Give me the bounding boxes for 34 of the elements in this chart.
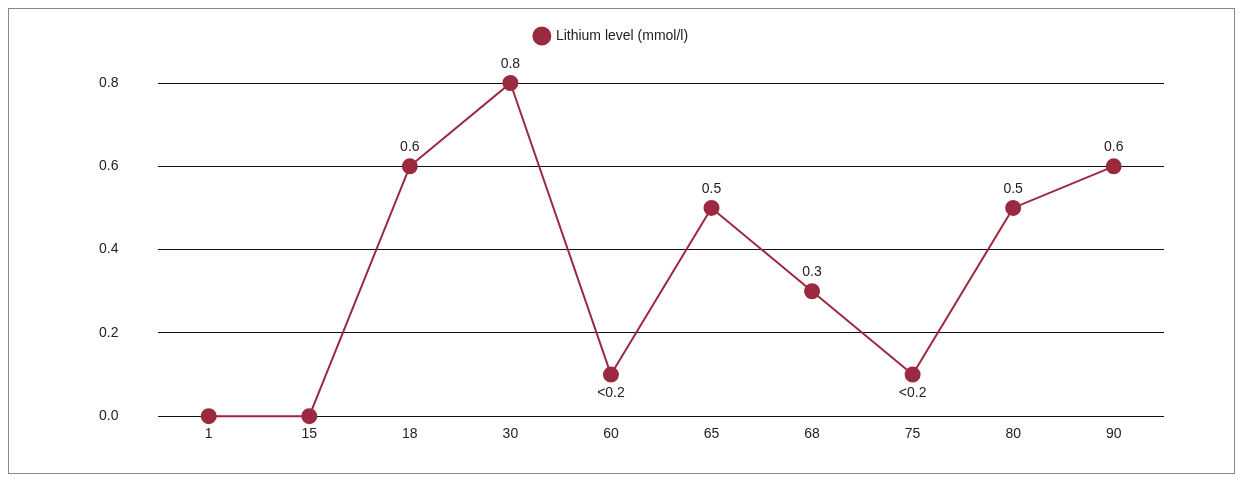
point (804, 283, 821, 300)
y-tick-label: 0.8 (98, 73, 119, 90)
y-tick-label: 0.6 (98, 157, 119, 174)
x-tick-label: 30 (502, 425, 519, 442)
data-label: 0.3 (802, 263, 822, 280)
x-tick-label: 15 (301, 425, 318, 442)
x-tick-label: 75 (904, 425, 921, 442)
point (401, 158, 418, 175)
data-label: 0.5 (1003, 179, 1024, 196)
data-label: <0.2 (597, 384, 625, 401)
y-tick-label: 0.0 (98, 407, 119, 424)
point (904, 366, 921, 383)
data-label: 0.5 (701, 179, 722, 196)
x-tick-label: 1 (204, 425, 213, 442)
data-label: 0.6 (1103, 138, 1124, 155)
point (301, 408, 318, 425)
point (1105, 158, 1122, 175)
y-tick-label: 0.4 (98, 240, 119, 257)
x-tick-label: 80 (1005, 425, 1022, 442)
point (602, 366, 619, 383)
x-tick-label: 68 (804, 425, 821, 442)
point (502, 75, 519, 91)
x-tick-label: 60 (603, 425, 619, 442)
x-tick-label: 65 (703, 425, 720, 442)
point (1005, 199, 1022, 216)
legend-label: Lithium level (mmol/l) (555, 26, 689, 43)
data-label: 0.6 (400, 138, 420, 155)
y-tick-label: 0.2 (98, 323, 119, 340)
point (703, 199, 720, 216)
x-tick-label: 90 (1105, 425, 1122, 442)
data-label: <0.2 (898, 384, 927, 401)
data-label: 0.8 (500, 54, 521, 71)
point (200, 408, 217, 425)
x-tick-label: 18 (402, 425, 418, 442)
